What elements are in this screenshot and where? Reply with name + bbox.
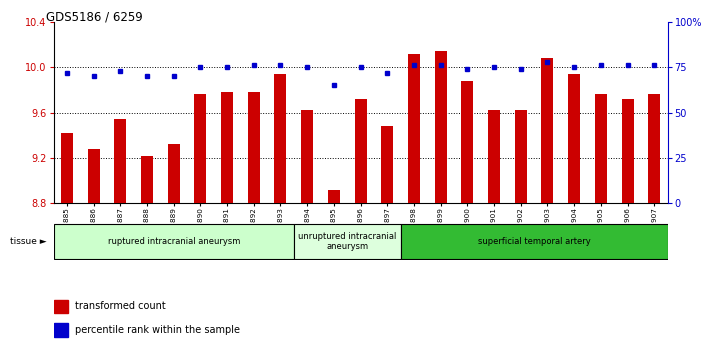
Bar (168, 144, 180, 203)
Bar (114, 119, 126, 203)
Bar (621, 99, 633, 203)
Bar (381, 126, 393, 203)
Bar (194, 94, 206, 203)
Bar (435, 51, 447, 203)
Bar (355, 99, 366, 203)
Bar (88, 149, 100, 203)
Text: unruptured intracranial
aneurysm: unruptured intracranial aneurysm (298, 232, 396, 251)
Bar (328, 190, 340, 203)
Bar (648, 94, 660, 203)
Bar (274, 74, 286, 203)
Bar (301, 110, 313, 203)
Bar (54, 300, 68, 313)
Bar (515, 110, 527, 203)
Bar (595, 94, 607, 203)
Bar (488, 110, 500, 203)
Bar (568, 74, 580, 203)
Bar (408, 54, 420, 203)
Bar (461, 81, 473, 203)
Bar (248, 92, 260, 203)
Text: superficial temporal artery: superficial temporal artery (478, 237, 590, 246)
Text: transformed count: transformed count (75, 301, 166, 311)
Bar (54, 323, 68, 337)
Bar (541, 58, 553, 203)
Bar (401, 224, 668, 259)
Bar (54, 224, 294, 259)
Bar (141, 156, 153, 203)
Text: ruptured intracranial aneurysm: ruptured intracranial aneurysm (108, 237, 240, 246)
Text: tissue ►: tissue ► (10, 237, 46, 246)
Bar (61, 133, 73, 203)
Bar (221, 92, 233, 203)
Text: GDS5186 / 6259: GDS5186 / 6259 (46, 11, 144, 24)
Text: percentile rank within the sample: percentile rank within the sample (75, 325, 240, 335)
Bar (294, 224, 401, 259)
